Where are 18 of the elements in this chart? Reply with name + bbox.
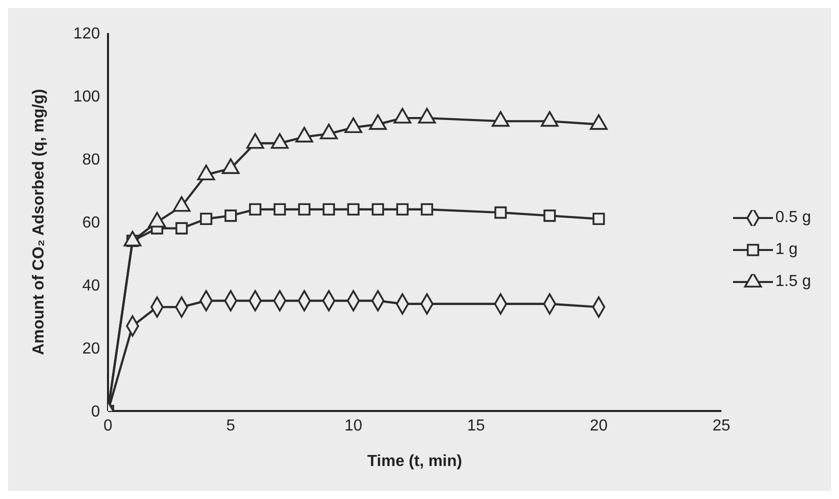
x-tick-label: 10 (344, 417, 362, 434)
x-tick-label: 15 (467, 417, 486, 434)
x-tick-label: 25 (712, 417, 730, 434)
y-tick-label: 60 (82, 214, 100, 232)
legend-label: 1.5 g (775, 272, 811, 290)
x-tick-label: 5 (226, 417, 236, 434)
legend-label: 0.5 g (775, 208, 811, 226)
y-tick-label: 80 (82, 152, 100, 169)
legend-label: 1 g (775, 240, 798, 258)
x-axis-title: Time (t, min) (367, 453, 462, 470)
y-tick-label: 120 (73, 26, 100, 43)
x-tick-label: 0 (104, 417, 113, 434)
y-tick-label: 100 (73, 88, 100, 106)
y-tick-label: 0 (91, 404, 100, 421)
y-tick-label: 40 (82, 278, 100, 295)
y-tick-label: 20 (82, 340, 100, 358)
y-axis-title: Amount of CO₂ Adsorbed (q, mg/g) (30, 88, 48, 356)
x-tick-label: 20 (590, 417, 608, 434)
